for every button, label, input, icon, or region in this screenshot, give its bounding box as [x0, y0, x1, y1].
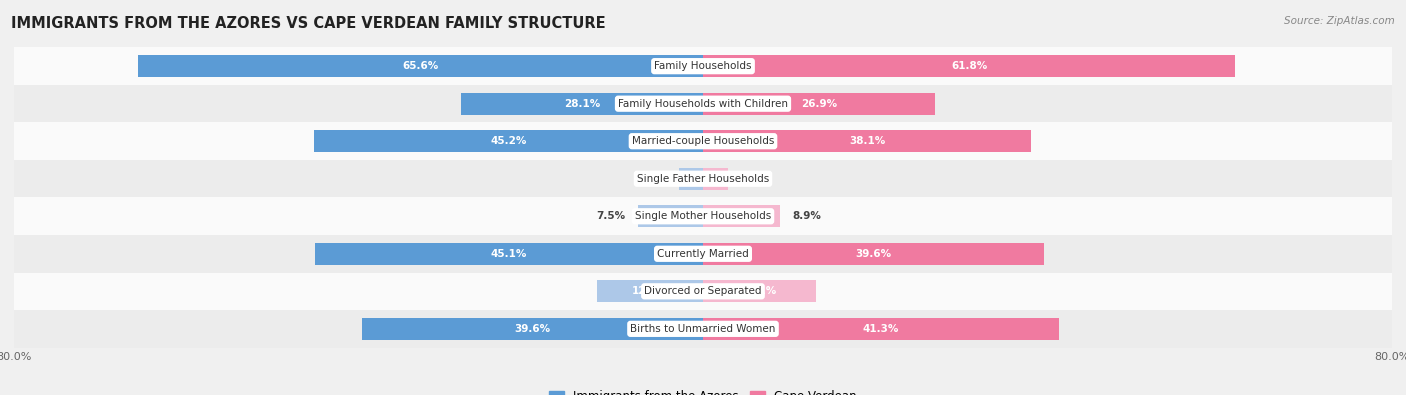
Bar	[461, 93, 703, 115]
Legend: Immigrants from the Azores, Cape Verdean: Immigrants from the Azores, Cape Verdean	[544, 385, 862, 395]
Bar	[703, 205, 780, 227]
Bar	[14, 85, 1392, 122]
Text: Married-couple Households: Married-couple Households	[631, 136, 775, 146]
Bar	[598, 280, 703, 302]
Bar	[14, 310, 1392, 348]
Bar	[14, 122, 1392, 160]
Bar	[14, 235, 1392, 273]
Bar	[703, 280, 815, 302]
Text: 8.9%: 8.9%	[793, 211, 821, 221]
Bar	[14, 273, 1392, 310]
Bar	[703, 55, 1236, 77]
Text: 7.5%: 7.5%	[596, 211, 626, 221]
Text: 65.6%: 65.6%	[402, 61, 439, 71]
Text: 61.8%: 61.8%	[950, 61, 987, 71]
Text: Currently Married: Currently Married	[657, 249, 749, 259]
Text: 28.1%: 28.1%	[564, 99, 600, 109]
Text: IMMIGRANTS FROM THE AZORES VS CAPE VERDEAN FAMILY STRUCTURE: IMMIGRANTS FROM THE AZORES VS CAPE VERDE…	[11, 16, 606, 31]
Text: Family Households with Children: Family Households with Children	[619, 99, 787, 109]
Text: Single Father Households: Single Father Households	[637, 174, 769, 184]
Text: 26.9%: 26.9%	[801, 99, 837, 109]
Bar	[679, 168, 703, 190]
Text: 2.8%: 2.8%	[637, 174, 666, 184]
Bar	[314, 130, 703, 152]
Bar	[14, 198, 1392, 235]
Text: 39.6%: 39.6%	[515, 324, 551, 334]
Bar	[14, 160, 1392, 198]
Bar	[638, 205, 703, 227]
Bar	[703, 93, 935, 115]
Text: Births to Unmarried Women: Births to Unmarried Women	[630, 324, 776, 334]
Bar	[703, 168, 728, 190]
Bar	[703, 130, 1031, 152]
Text: 41.3%: 41.3%	[863, 324, 898, 334]
Bar	[14, 47, 1392, 85]
Bar	[703, 318, 1059, 340]
Bar	[315, 243, 703, 265]
Text: 13.1%: 13.1%	[741, 286, 778, 296]
Text: Single Mother Households: Single Mother Households	[636, 211, 770, 221]
Text: 2.9%: 2.9%	[741, 174, 769, 184]
Text: 39.6%: 39.6%	[855, 249, 891, 259]
Text: Family Households: Family Households	[654, 61, 752, 71]
Text: 45.1%: 45.1%	[491, 249, 527, 259]
Bar	[361, 318, 703, 340]
Bar	[138, 55, 703, 77]
Text: Source: ZipAtlas.com: Source: ZipAtlas.com	[1284, 16, 1395, 26]
Text: 12.3%: 12.3%	[631, 286, 668, 296]
Text: 38.1%: 38.1%	[849, 136, 886, 146]
Text: Divorced or Separated: Divorced or Separated	[644, 286, 762, 296]
Bar	[703, 243, 1045, 265]
Text: 45.2%: 45.2%	[491, 136, 527, 146]
